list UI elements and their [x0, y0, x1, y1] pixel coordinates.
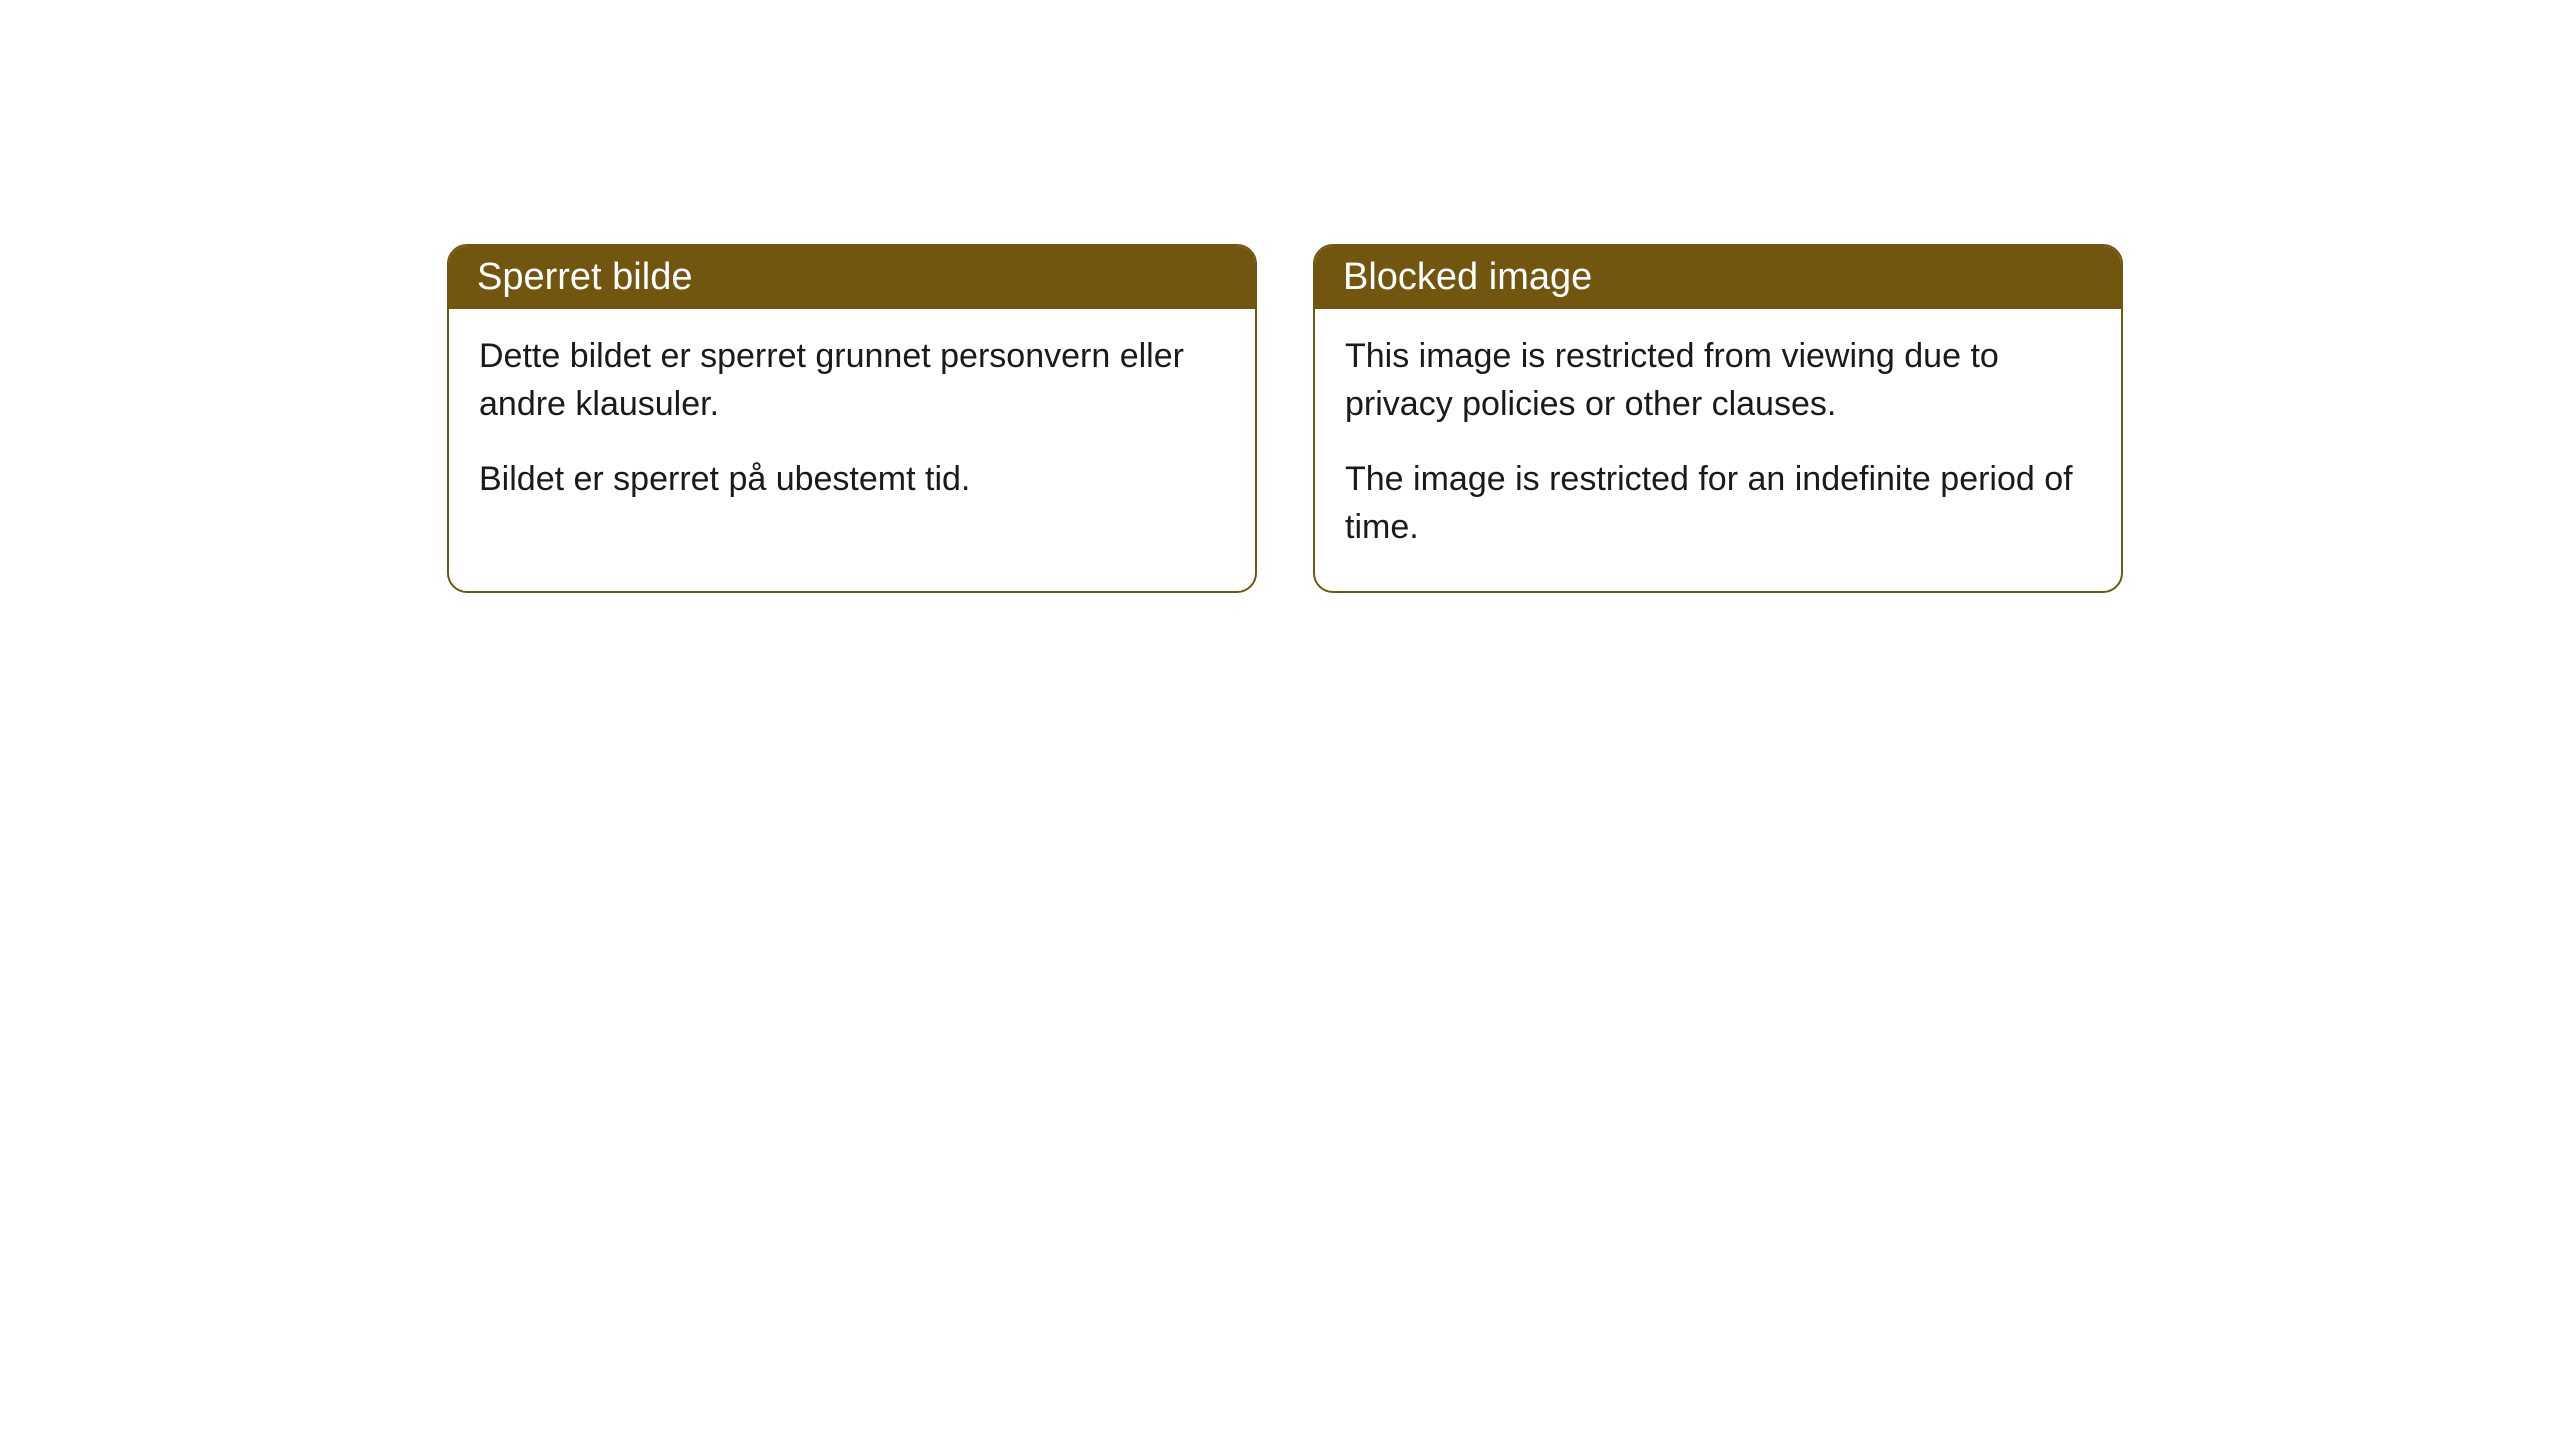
- card-paragraph: Bildet er sperret på ubestemt tid.: [479, 456, 1225, 504]
- card-header: Sperret bilde: [449, 246, 1255, 309]
- notice-card-norwegian: Sperret bilde Dette bildet er sperret gr…: [447, 244, 1257, 593]
- card-body: This image is restricted from viewing du…: [1315, 309, 2121, 591]
- card-paragraph: The image is restricted for an indefinit…: [1345, 456, 2091, 551]
- notice-cards-container: Sperret bilde Dette bildet er sperret gr…: [447, 244, 2123, 593]
- card-paragraph: Dette bildet er sperret grunnet personve…: [479, 333, 1225, 428]
- card-header: Blocked image: [1315, 246, 2121, 309]
- notice-card-english: Blocked image This image is restricted f…: [1313, 244, 2123, 593]
- card-title: Sperret bilde: [477, 256, 692, 298]
- card-paragraph: This image is restricted from viewing du…: [1345, 333, 2091, 428]
- card-title: Blocked image: [1343, 256, 1592, 298]
- card-body: Dette bildet er sperret grunnet personve…: [449, 309, 1255, 544]
